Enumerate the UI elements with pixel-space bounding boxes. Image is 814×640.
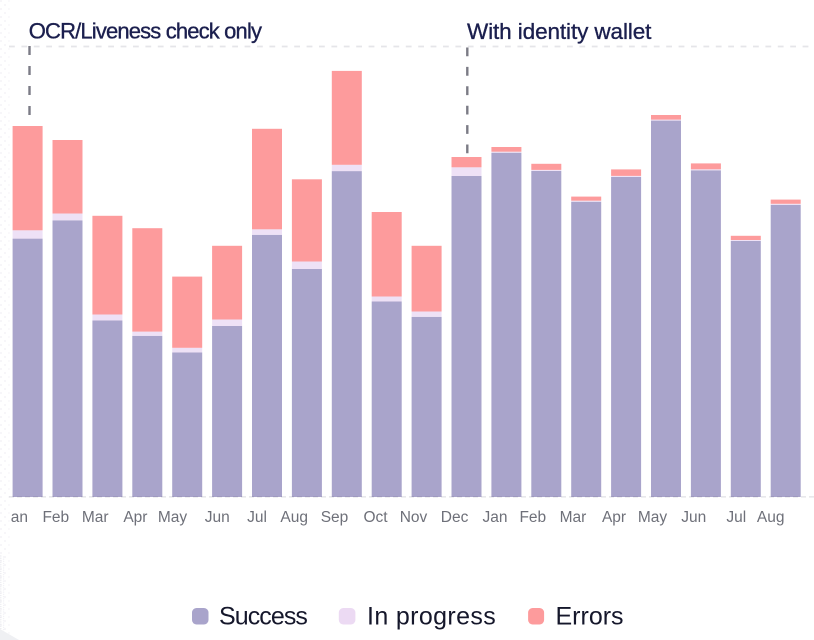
svg-text:Jul: Jul: [247, 509, 267, 526]
svg-text:Apr: Apr: [123, 509, 147, 526]
svg-text:Jun: Jun: [681, 509, 706, 526]
svg-text:Errors: Errors: [556, 603, 624, 631]
svg-text:May: May: [158, 509, 188, 526]
svg-text:Aug: Aug: [280, 509, 308, 526]
svg-text:Aug: Aug: [757, 509, 785, 526]
svg-text:an: an: [11, 509, 28, 526]
svg-text:Jan: Jan: [483, 509, 508, 526]
svg-text:Sep: Sep: [321, 509, 349, 526]
svg-text:Apr: Apr: [602, 509, 626, 526]
svg-text:Success: Success: [219, 603, 307, 631]
svg-text:Oct: Oct: [363, 509, 388, 526]
svg-text:Mar: Mar: [82, 509, 109, 526]
svg-text:Nov: Nov: [400, 509, 428, 526]
svg-text:In progress: In progress: [367, 603, 496, 631]
svg-text:Jul: Jul: [726, 509, 746, 526]
svg-text:With identity wallet: With identity wallet: [467, 19, 652, 44]
svg-text:May: May: [638, 509, 668, 526]
svg-text:Jun: Jun: [205, 509, 230, 526]
svg-text:OCR/Liveness check only: OCR/Liveness check only: [29, 19, 262, 44]
svg-text:Feb: Feb: [519, 509, 546, 526]
svg-text:Feb: Feb: [42, 509, 69, 526]
svg-text:Mar: Mar: [560, 509, 587, 526]
svg-text:Dec: Dec: [441, 509, 469, 526]
